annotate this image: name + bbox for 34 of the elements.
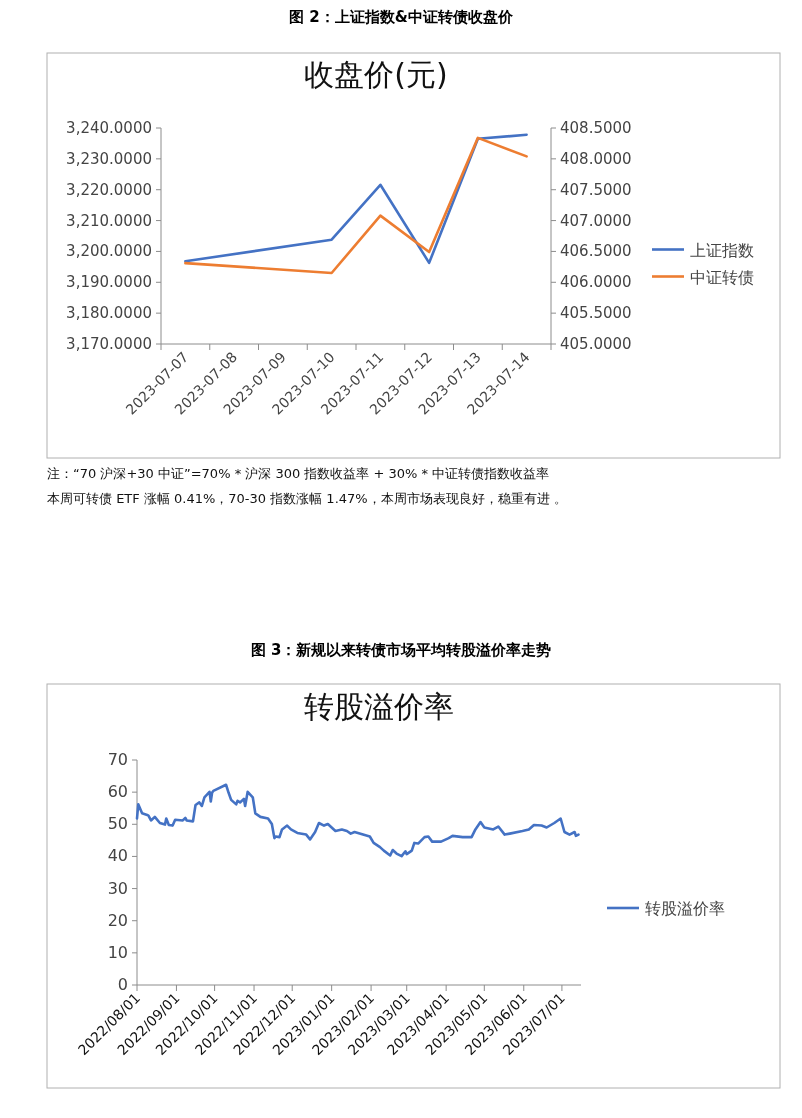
y2-tick-label: 406.5000 — [560, 242, 632, 261]
y-tick-label: 50 — [107, 814, 128, 834]
y-tick-label: 3,200.0000 — [66, 242, 152, 261]
y-tick-label: 70 — [107, 750, 128, 769]
y2-tick-label: 405.0000 — [560, 335, 632, 353]
y-tick-label: 30 — [107, 878, 128, 898]
y2-tick-label: 405.5000 — [560, 304, 632, 323]
y-tick-label: 3,240.0000 — [66, 119, 152, 137]
y-tick-label: 3,170.0000 — [66, 335, 152, 353]
chart-subtitle: 转股溢价率 — [304, 689, 454, 724]
y-tick-label: 60 — [107, 782, 128, 802]
y-tick-label: 3,220.0000 — [66, 180, 152, 199]
chart-title: 图 2：上证指数&中证转债收盘价 — [288, 8, 514, 27]
y-tick-label: 3,210.0000 — [66, 211, 152, 230]
y-tick-label: 10 — [107, 942, 128, 962]
y-tick-label: 3,190.0000 — [66, 273, 152, 292]
y2-tick-label: 406.0000 — [560, 273, 632, 292]
y-tick-label: 3,230.0000 — [66, 149, 152, 168]
y2-tick-label: 407.0000 — [560, 211, 632, 230]
text: 本周可转债 ETF 涨幅 0.41%，70-30 指数涨幅 1.47%，本周市场表现良好，稳重有进 。 — [47, 490, 568, 508]
chart-subtitle: 收盘价(元) — [304, 57, 448, 92]
text: 注：“70 沪深+30 中证”=70% * 沪深 300 指数收益率 + 30% * 中证转债指数收益率 — [47, 465, 551, 483]
y-tick-label: 40 — [107, 846, 128, 866]
legend-label: 中证转债 — [690, 267, 754, 287]
y-tick-label: 20 — [107, 910, 128, 930]
legend-label: 上证指数 — [690, 240, 754, 260]
y2-tick-label: 407.5000 — [560, 180, 632, 199]
legend-label: 转股溢价率 — [645, 899, 725, 918]
legend: 转股溢价率 — [607, 899, 725, 918]
y2-tick-label: 408.0000 — [560, 149, 632, 168]
y-tick-label: 0 — [117, 975, 128, 994]
y-tick-label: 3,180.0000 — [66, 304, 152, 323]
y2-tick-label: 408.5000 — [560, 119, 632, 137]
chart-title: 图 3：新规以来转债市场平均转股溢价率走势 — [249, 641, 553, 660]
